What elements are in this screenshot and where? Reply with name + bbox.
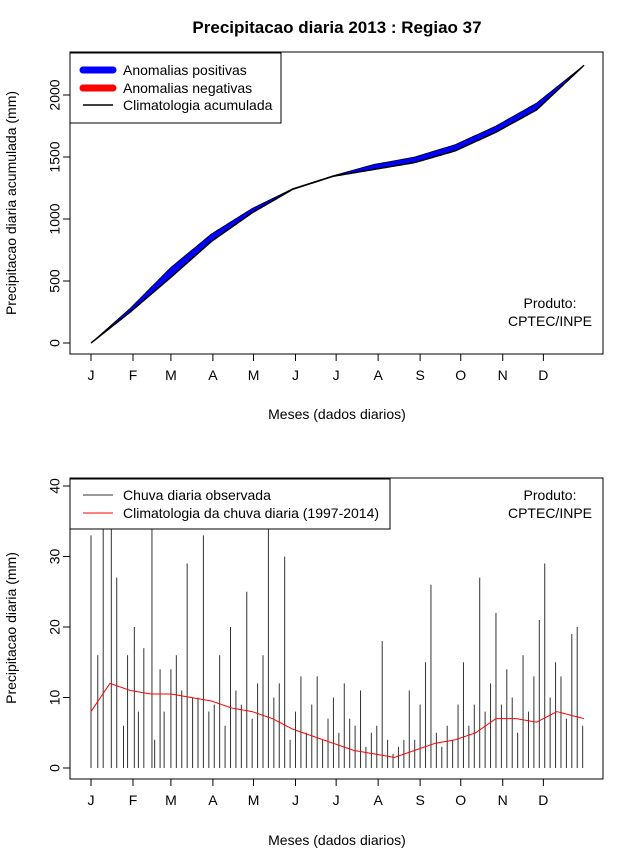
y-tick-label: 1000 <box>47 203 63 234</box>
x-tick-label: O <box>455 792 466 808</box>
climatology-cumulative-line <box>90 64 585 344</box>
x-tick-label: A <box>373 367 383 383</box>
y-tick-label: 0 <box>47 764 63 772</box>
x-tick-label: M <box>165 792 177 808</box>
daily-climatology-line <box>90 682 585 758</box>
x-tick-label: M <box>165 367 177 383</box>
x-tick-label: J <box>88 792 95 808</box>
legend-label-positive: Anomalias positivas <box>123 62 247 78</box>
y-tick-label: 0 <box>47 339 63 347</box>
y-tick-label: 20 <box>47 619 63 635</box>
y-tick-label: 500 <box>47 269 63 293</box>
x-tick-label: A <box>208 792 218 808</box>
cumulative-legend: Anomalias positivas Anomalias negativas … <box>69 52 282 124</box>
daily-y-axis: 0 10 20 30 40 <box>47 478 70 772</box>
legend-label-negative: Anomalias negativas <box>123 80 252 96</box>
x-tick-label: A <box>373 792 383 808</box>
daily-y-label: Precipitacao diaria (mm) <box>3 552 19 704</box>
daily-panel: 0 10 20 30 40 J F M A M J J A S O N D Precipitacao diar… <box>3 477 604 848</box>
y-tick-label: 30 <box>47 549 63 565</box>
daily-x-label: Meses (dados diarios) <box>268 832 406 848</box>
credit-line2-top: CPTEC/INPE <box>508 313 592 329</box>
x-tick-label: D <box>538 792 548 808</box>
x-tick-label: S <box>415 367 424 383</box>
y-tick-label: 40 <box>47 478 63 494</box>
x-tick-label: J <box>88 367 95 383</box>
legend-label-climatology: Climatologia acumulada <box>123 97 273 113</box>
x-tick-label: D <box>538 367 548 383</box>
y-tick-label: 10 <box>47 690 63 706</box>
x-tick-label: J <box>333 792 340 808</box>
x-tick-label: O <box>455 367 466 383</box>
y-tick-label: 2000 <box>47 79 63 110</box>
cumulative-y-label: Precipitacao diaria acumulada (mm) <box>3 91 19 315</box>
credit-line1-bottom: Produto: <box>524 487 577 503</box>
cumulative-y-axis: 0 500 1000 1500 2000 <box>47 79 70 347</box>
daily-plot-area <box>90 514 585 768</box>
x-tick-label: N <box>498 792 508 808</box>
x-tick-label: J <box>292 792 299 808</box>
legend-box <box>69 478 391 530</box>
cumulative-plot-area <box>90 64 585 344</box>
x-tick-label: J <box>292 367 299 383</box>
x-tick-label: A <box>208 367 218 383</box>
y-tick-label: 1500 <box>47 141 63 172</box>
x-tick-label: S <box>415 792 424 808</box>
chart-title: Precipitacao diaria 2013 : Regiao 37 <box>192 18 481 37</box>
x-tick-label: N <box>498 367 508 383</box>
legend-label-clim-daily: Climatologia da chuva diaria (1997-2014) <box>123 505 379 521</box>
x-tick-label: M <box>248 367 260 383</box>
credit-line1-top: Produto: <box>524 295 577 311</box>
x-tick-label: J <box>333 367 340 383</box>
x-tick-label: M <box>248 792 260 808</box>
legend-label-observed: Chuva diaria observada <box>123 487 271 503</box>
x-tick-label: F <box>129 367 138 383</box>
x-tick-label: F <box>129 792 138 808</box>
cumulative-panel: 0 500 1000 1500 2000 J F M A M J J A S O N D Precipitac… <box>3 51 604 422</box>
cumulative-x-label: Meses (dados diarios) <box>268 406 406 422</box>
credit-line2-bottom: CPTEC/INPE <box>508 505 592 521</box>
daily-legend: Chuva diaria observada Climatologia da c… <box>69 478 391 530</box>
